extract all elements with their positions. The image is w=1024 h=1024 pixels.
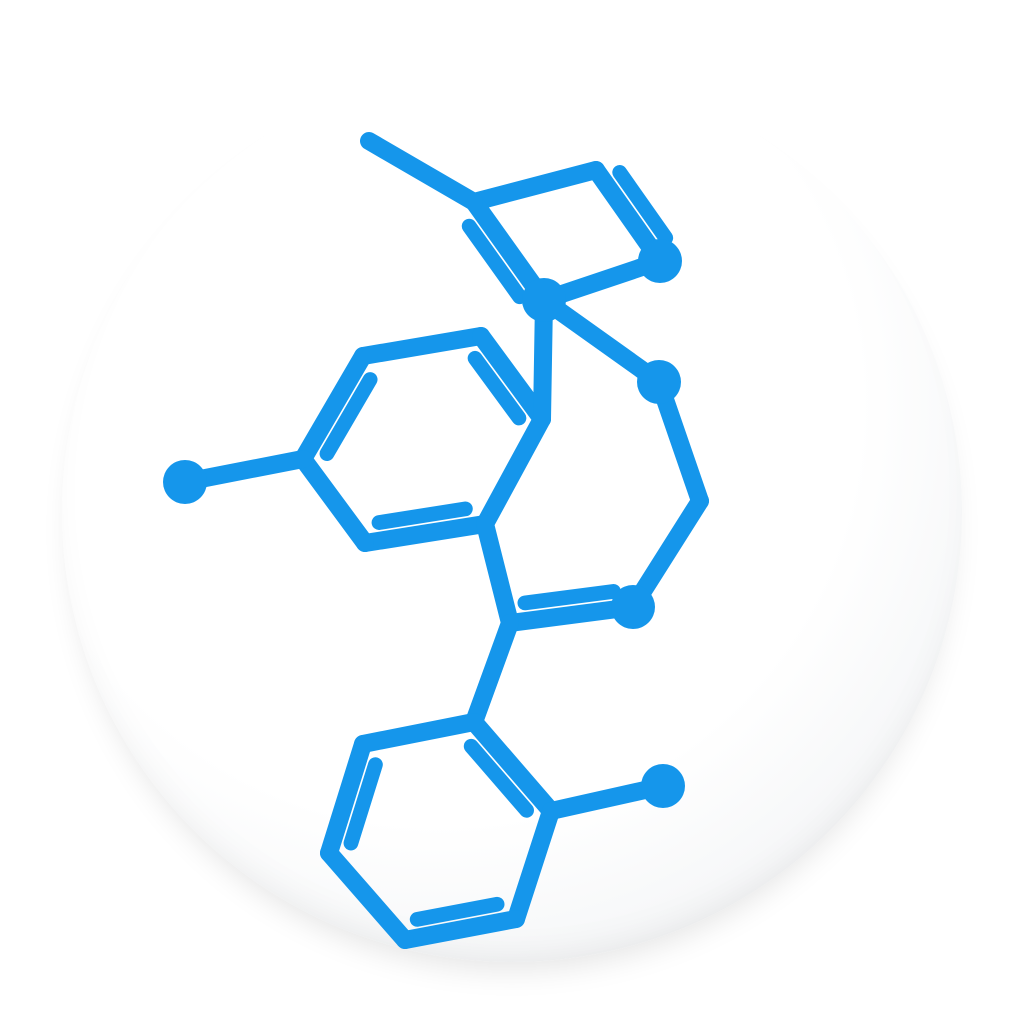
molecule-structure-icon	[0, 0, 1024, 1024]
canvas	[0, 0, 1024, 1024]
